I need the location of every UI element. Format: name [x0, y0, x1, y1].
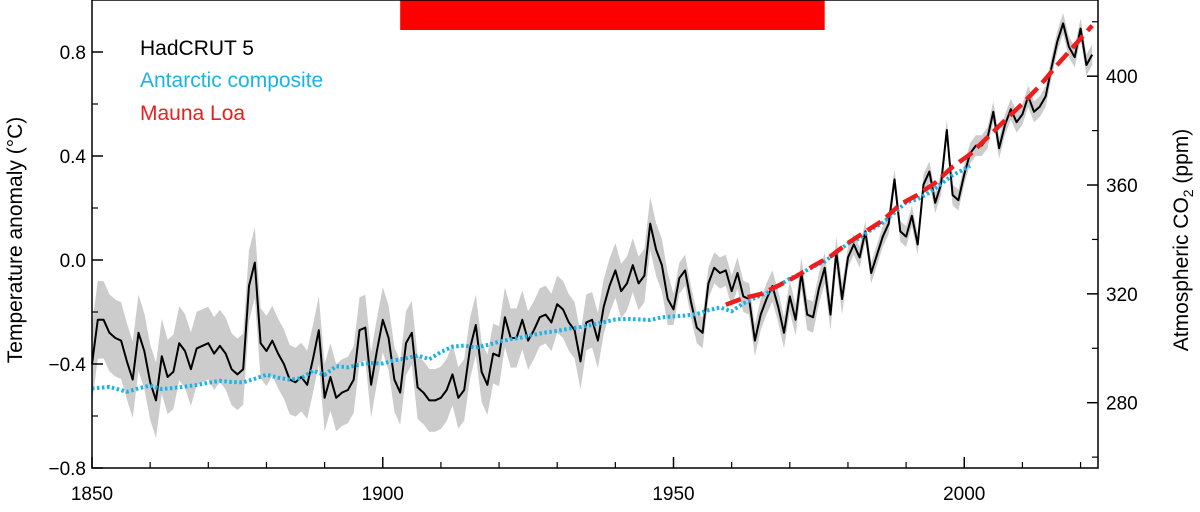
y-left-tick-label: −0.4 — [48, 355, 86, 376]
x-tick-label: 1850 — [71, 484, 113, 505]
y-axis-label-right: Atmospheric CO2 (ppm) — [1170, 129, 1196, 352]
y-right-tick-label: 320 — [1106, 285, 1138, 306]
y-left-tick-label: 0.8 — [60, 43, 86, 64]
y-left-tick-label: 0.0 — [60, 251, 86, 272]
legend-hadcrut: HadCRUT 5 — [140, 37, 254, 60]
series-hadcrut-line — [91, 22, 1094, 402]
y-axis-label-right-prefix: Atmospheric CO — [1170, 197, 1193, 351]
series-maunaloa-line — [725, 24, 1094, 307]
x-tick-label: 2000 — [943, 484, 985, 505]
plot-frame — [91, 0, 1099, 469]
x-tick-label: 1900 — [362, 484, 404, 505]
x-tick-label: 1950 — [652, 484, 694, 505]
y-right-tick-label: 400 — [1106, 67, 1138, 88]
y-axis-label-right-subscript: 2 — [1180, 189, 1196, 197]
series-lines-layer — [91, 22, 1094, 402]
y-axis-label-right-suffix: (ppm) — [1170, 129, 1193, 190]
y-right-tick-label: 280 — [1106, 394, 1138, 415]
y-left-tick-label: 0.4 — [60, 147, 87, 168]
legend-maunaloa: Mauna Loa — [140, 102, 245, 125]
legend: HadCRUT 5 Antarctic composite Mauna Loa — [140, 37, 323, 125]
hadcrut-uncertainty-band — [92, 13, 1093, 438]
highlight-bar — [400, 0, 825, 30]
hadcrut-uncertainty-band-layer — [92, 13, 1093, 438]
y-axis-label-left: Temperature anomaly (°C) — [4, 117, 27, 363]
y-right-tick-label: 360 — [1106, 176, 1138, 197]
axes-layer: 1850 1900 1950 2000 −0.8 −0.4 0.0 0.4 0.8 280 320 3… — [48, 0, 1138, 505]
legend-antarctic: Antarctic composite — [140, 69, 323, 92]
y-left-tick-label: −0.8 — [48, 459, 86, 480]
